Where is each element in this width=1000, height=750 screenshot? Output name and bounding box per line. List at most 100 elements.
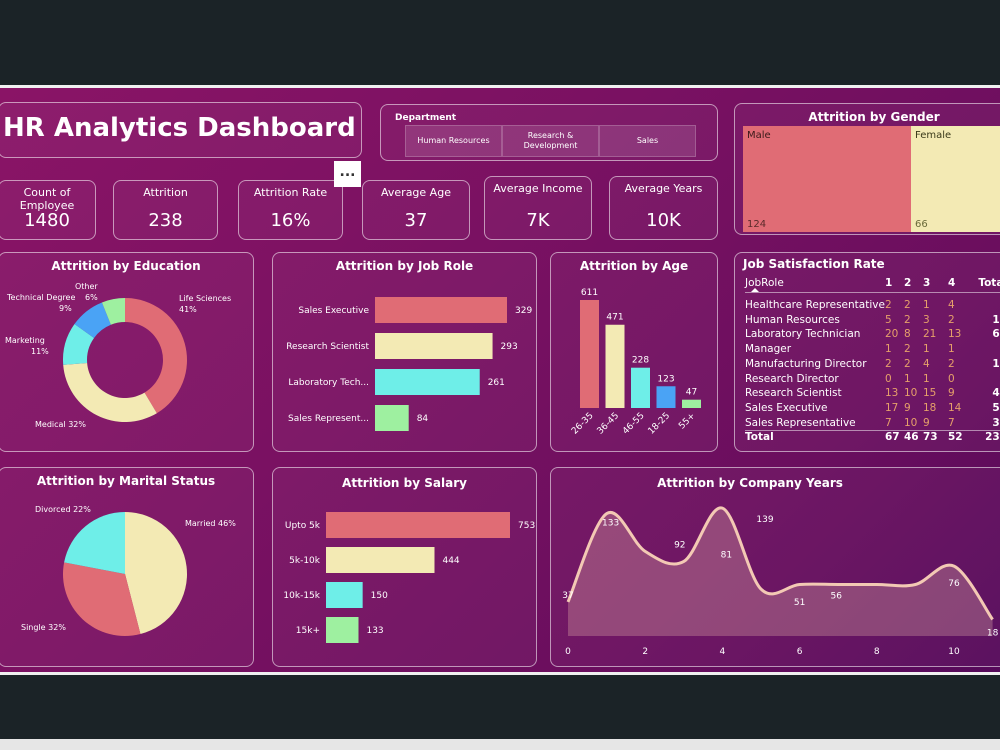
table-cell-value: 33 — [992, 416, 1000, 429]
bar-category-label: 15k+ — [296, 626, 320, 636]
table-cell-value: 67 — [885, 431, 900, 444]
bar-value-label: 471 — [606, 313, 623, 323]
age-category-label: 55+ — [677, 411, 698, 432]
kpi-value: 37 — [404, 210, 428, 231]
education-slice — [63, 324, 95, 365]
education-label: Other 6% — [75, 282, 98, 302]
kpi-average-age: Average Age 37 — [362, 180, 470, 240]
table-row: Healthcare Representative22149 — [745, 299, 1000, 314]
report-canvas: HR Analytics Dashboard ... Department Hu… — [0, 85, 1000, 675]
kpi-value: 16% — [270, 210, 311, 231]
age-category-label: 26-35 — [570, 411, 596, 437]
female-label: Female — [915, 130, 952, 141]
bar — [375, 405, 409, 431]
department-slicer: Department Human Resources Research & De… — [380, 104, 718, 161]
bar-value-label: 444 — [442, 556, 459, 566]
page-title: HR Analytics Dashboard — [3, 113, 356, 143]
salary-bar-chart: Upto 5k 753 5k-10k 444 10k-15k 150 15k+ 133 — [283, 512, 535, 643]
table-cell-value: 18 — [923, 401, 937, 414]
table-divider — [745, 430, 1000, 432]
table-cell-value: 21 — [923, 328, 937, 341]
table-cell-value: 73 — [923, 431, 938, 444]
table-cell-value: 58 — [992, 401, 1000, 414]
bar-value-label: 150 — [371, 591, 388, 601]
kpi-label: Attrition Rate — [253, 186, 328, 199]
slicer-option-sales[interactable]: Sales — [599, 125, 696, 157]
bar-category-label: Laboratory Tech... — [288, 378, 369, 388]
table-cell-value: 0 — [948, 372, 955, 385]
chart-title: Attrition by Gender — [808, 110, 940, 124]
bar — [682, 399, 701, 408]
education-donut-chart: Life Sciences 41% Medical 32% Marketing 11% T… — [5, 282, 231, 429]
bar-value-label: 753 — [518, 521, 535, 531]
age-category-label: 36-45 — [596, 411, 622, 437]
status-strip — [0, 739, 1000, 750]
education-card: Attrition by Education Life Sciences 41% M… — [0, 252, 254, 452]
chart-title: Attrition by Company Years — [657, 476, 843, 490]
bar — [605, 324, 625, 408]
table-cell-value: 7 — [948, 416, 955, 429]
table-cell-value: 2 — [904, 277, 912, 289]
male-label: Male — [747, 130, 771, 141]
x-tick-label: 10 — [948, 647, 960, 657]
slicer-option-rd[interactable]: Research & Development — [502, 125, 599, 157]
table-cell-value: 13 — [885, 387, 899, 400]
kpi-value: 1480 — [24, 210, 70, 231]
education-slice — [101, 298, 125, 325]
bar — [656, 386, 676, 408]
x-tick-label: 6 — [797, 647, 803, 657]
bar-category-label: Research Scientist — [286, 342, 369, 352]
table-cell-value: 3 — [923, 277, 931, 289]
bar-value-label: 293 — [501, 342, 518, 352]
bar-category-label: 10k-15k — [283, 591, 320, 601]
bar-category-label: Sales Represent... — [288, 414, 369, 424]
table-row: Manager12115 — [745, 343, 1000, 358]
chart-title: Attrition by Marital Status — [36, 474, 216, 488]
area-data-label: 81 — [721, 550, 732, 560]
table-title: Job Satisfaction Rate — [743, 257, 885, 271]
education-label: Technical Degree 9% — [6, 293, 75, 313]
table-cell-value: 4 — [948, 277, 956, 289]
bar-value-label: 84 — [417, 414, 429, 424]
table-cell-value: 2 — [885, 299, 892, 311]
table-cell-value: 0 — [885, 372, 892, 385]
table-cell-value: 2 — [948, 357, 955, 370]
table-row: Research Director01102 — [745, 373, 1000, 388]
table-cell-role: Sales Representative — [745, 416, 856, 429]
bar-value-label: 261 — [488, 378, 505, 388]
table-cell-role: Research Scientist — [745, 387, 842, 400]
table-row: Laboratory Technician 20 8 21 13 62 — [745, 328, 1000, 343]
female-block[interactable]: Female 66 — [911, 126, 1000, 232]
marital-card: Attrition by Marital Status Married 46% S… — [0, 467, 254, 667]
table-divider — [745, 292, 1000, 293]
table-cell-value: 1 — [923, 372, 930, 385]
table-cell-value: 2 — [904, 357, 911, 370]
marital-slice — [125, 512, 187, 635]
table-cell-value: 2 — [948, 313, 955, 326]
kpi-label: Attrition — [143, 186, 188, 199]
table-cell-role: Laboratory Technician — [745, 328, 861, 341]
chart-title: Attrition by Age — [579, 259, 689, 273]
marital-label: Married 46% — [185, 519, 236, 528]
table-cell-value: 3 — [923, 313, 930, 326]
sort-ascending-icon[interactable] — [751, 288, 759, 292]
table-cell-role: Human Resources — [745, 313, 840, 326]
table-cell-value: 46 — [904, 431, 919, 444]
slicer-option-hr[interactable]: Human Resources — [405, 125, 502, 157]
kpi-average-years: Average Years 10K — [609, 176, 718, 240]
x-tick-label: 2 — [642, 647, 648, 657]
bar-value-label: 228 — [632, 356, 649, 366]
table-cell-value: 9 — [948, 387, 955, 400]
area-data-label: 56 — [830, 591, 842, 601]
bar-value-label: 47 — [686, 388, 697, 398]
more-options-button[interactable]: ... — [334, 161, 361, 187]
age-card: Attrition by Age 611 26-35 471 36-45 228 46-5… — [550, 252, 718, 452]
years-card: Attrition by Company Years 37 133 92 81 139 5… — [550, 467, 1000, 667]
kpi-attrition-rate: Attrition Rate 16% — [238, 180, 343, 240]
age-bar-chart: 611 26-35 471 36-45 228 46-55 123 18-25 47 55+ — [570, 288, 701, 437]
jobrole-bar-chart: Sales Executive 329 Research Scientist 293 L… — [286, 297, 532, 431]
male-block[interactable]: Male 124 — [743, 126, 911, 232]
table-cell-value: 8 — [904, 328, 911, 341]
table-cell-value: 1 — [904, 372, 911, 385]
jobrole-card: Attrition by Job Role Sales Executive 329… — [272, 252, 537, 452]
